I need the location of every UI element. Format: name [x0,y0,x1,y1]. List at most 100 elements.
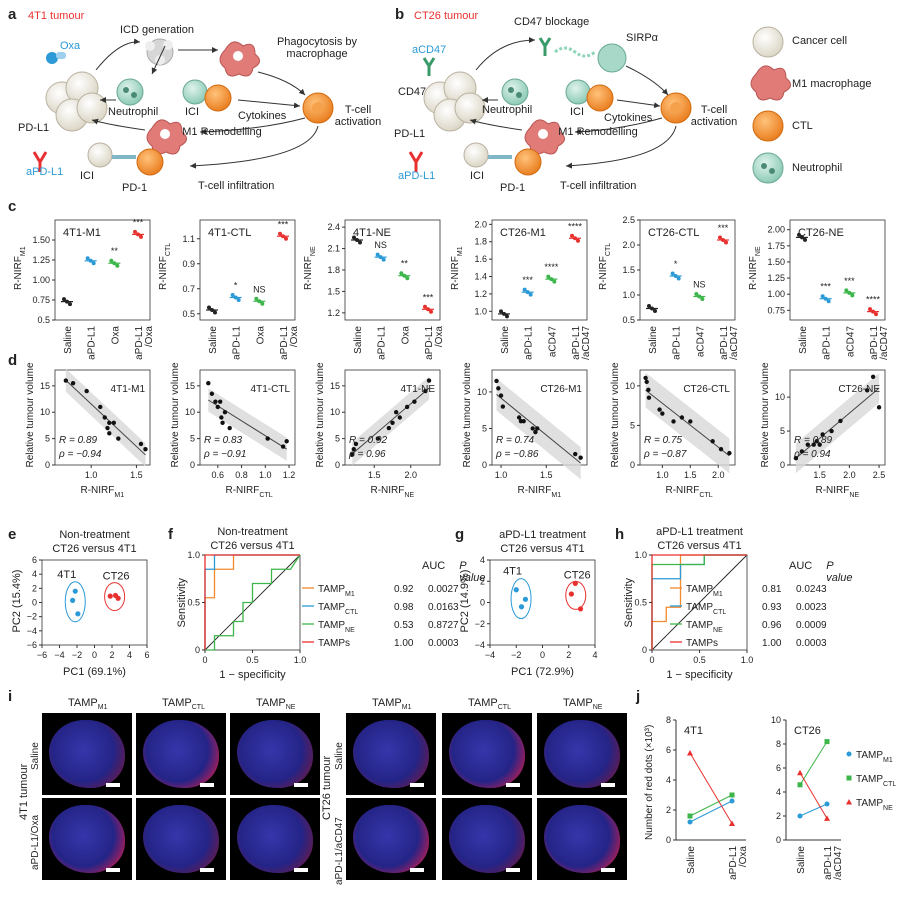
ici-bottom-label: ICI [80,170,95,182]
x-axis-label: R-NIRFNE [816,485,860,499]
schematics-svg [32,26,791,184]
data-point [85,256,90,261]
p-value: 0.0163 [428,602,459,613]
pdl1-label: PD-L1 [18,122,50,134]
chart-title: 4T1-CTL [251,384,291,395]
data-point [230,293,235,297]
dotplot-2: 1.2 1.5 1.8 2.1 2.4 4T1-NE R-NIRFNE Saline NS aPD… [303,219,445,360]
y-tick-label: −2 [475,619,485,629]
neutrophil-label: Neutrophil [482,104,533,116]
category-label: aPD-L1 [424,326,435,360]
significance-label: *** [423,292,434,302]
y-axis-label: Relative tumour volume [315,362,326,467]
data-point [143,446,148,452]
y-axis-label: R-NIRFCTL [598,243,612,290]
panel-letter-c: c [8,198,17,215]
cluster-ellipse [510,578,532,620]
scale-bar [601,868,615,872]
y-tick-label: 2 [666,805,671,815]
data-point [429,309,433,314]
significance-label: **** [568,221,583,231]
data-point [670,271,675,276]
data-point [729,792,735,798]
chart-title: 4T1 [684,725,703,737]
auc-value: 0.93 [762,602,782,613]
y-tick-label: 1.00 [32,275,50,285]
scale-bar [506,783,520,787]
data-point [72,588,78,594]
scale-bar [506,868,520,872]
category-label: Saline [208,326,219,354]
significance-label: NS [693,280,706,290]
x-tick-label: 2.5 [873,470,886,480]
cluster-label: 4T1 [57,569,76,581]
data-point [646,395,652,400]
data-point [219,415,224,420]
y-axis-label: PC2 (15.4%) [11,570,23,633]
data-point [402,273,407,278]
data-point [65,299,69,304]
y-tick-label: 1.2 [327,308,340,318]
legend-marker [846,799,852,805]
y-tick-label: 5 [190,434,195,444]
category-label: /Oxa [738,846,749,868]
m1-macrophage-icon [219,41,260,77]
auc-value: 0.53 [394,620,414,631]
legend-label: TAMPNE [856,798,893,812]
y-tick-label: 2.00 [767,225,785,235]
data-point [284,236,288,241]
x-axis-label: 1 − specificity [219,669,286,681]
y-tick-label: 10 [477,387,487,397]
y-tick-label: 0 [666,835,671,845]
column-header: TAMPCTL [468,697,511,712]
data-point [573,236,577,241]
data-point [112,261,117,266]
p-value: 0.0009 [796,620,827,631]
column-header: TAMPM1 [372,697,412,712]
data-point [351,446,356,452]
legend-label: TAMPM1 [856,750,893,764]
regression-0: 1.0 1.5 0 5 10 15 4T1-M1 R = 0.89 ρ = −0.94 R-NIR… [25,362,151,499]
data-point [115,263,120,268]
x-axis-label: R-NIRFM1 [518,485,562,499]
y-axis-label: Sensitivity [176,577,188,627]
data-point [220,420,225,425]
category-label: aPD-L1 [823,846,834,880]
x-tick-label: −6 [37,650,47,660]
data-point [222,410,228,415]
plot-frame [54,219,151,321]
y-tick-label: 1.50 [767,257,785,267]
y-tick-label: 10 [185,407,195,417]
pd1-label: PD-1 [500,182,526,194]
category-label: /aCD47 [729,326,740,360]
regression-1: 0.6 0.8 1.0 1.2 0 5 10 15 4T1-CTL R = 0.83 ρ = −0.… [170,362,296,499]
x-tick-label: 1.5 [813,470,826,480]
y-tick-label: 1.0 [622,290,635,300]
m1-macrophage-icon [524,119,565,155]
y-tick-label: 0 [482,460,487,470]
tumour-section [449,719,525,789]
significance-label: *** [820,282,831,292]
data-point [824,739,830,745]
legend-label: TAMPs [318,638,350,649]
tumour-section [49,804,125,874]
data-point [353,441,359,447]
x-axis-label: R-NIRFCTL [666,485,713,499]
rho-value: ρ = −0.91 [203,449,246,460]
x-tick-label: 2.0 [712,470,725,480]
cd47-label: CD47 [398,86,427,98]
dotplot-3: 1.0 1.2 1.4 1.6 1.8 2.0 CT26-M1 R-NIRFM1 Saline *… [450,219,592,360]
category-label: aPD-L1 [524,326,535,360]
data-point [390,420,395,425]
data-point [358,240,362,245]
scale-bar [200,783,214,787]
micrograph [136,798,226,880]
data-point [381,257,386,262]
pca-plot-14: −4 −2 0 2 4 −4 −2 0 2 4 4T1 CT26 aPD-L1 treatment CT2… [459,529,598,678]
y-axis-label: Relative tumour volume [462,362,473,467]
apdl1-label: aPD-L1 [398,170,436,182]
r-value: R = 0.92 [349,435,388,446]
category-label: aCD47 [695,326,706,358]
data-point [84,388,89,394]
x-tick-label: 2 [109,650,114,660]
